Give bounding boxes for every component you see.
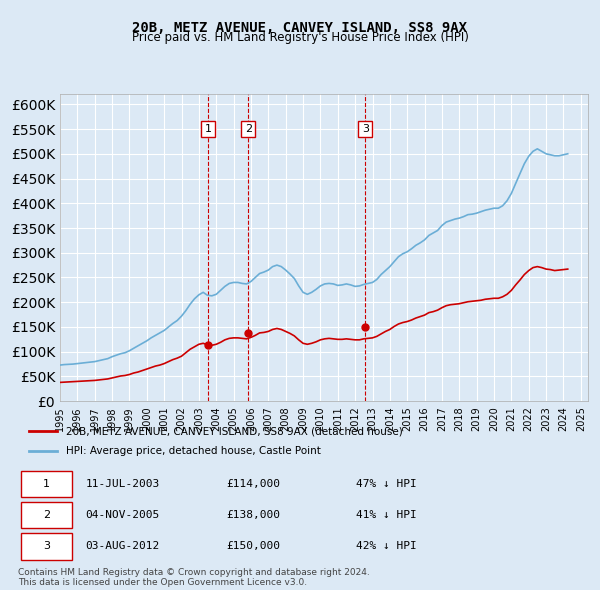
FancyBboxPatch shape bbox=[21, 471, 71, 497]
Text: 04-NOV-2005: 04-NOV-2005 bbox=[86, 510, 160, 520]
Text: 20B, METZ AVENUE, CANVEY ISLAND, SS8 9AX (detached house): 20B, METZ AVENUE, CANVEY ISLAND, SS8 9AX… bbox=[66, 427, 403, 436]
Text: £150,000: £150,000 bbox=[227, 541, 281, 551]
Text: £138,000: £138,000 bbox=[227, 510, 281, 520]
Text: 3: 3 bbox=[362, 124, 369, 134]
FancyBboxPatch shape bbox=[21, 502, 71, 529]
Text: HPI: Average price, detached house, Castle Point: HPI: Average price, detached house, Cast… bbox=[66, 446, 321, 455]
Text: 1: 1 bbox=[43, 478, 50, 489]
Text: 2: 2 bbox=[245, 124, 252, 134]
Text: £114,000: £114,000 bbox=[227, 478, 281, 489]
Text: 42% ↓ HPI: 42% ↓ HPI bbox=[356, 541, 417, 551]
Text: Price paid vs. HM Land Registry's House Price Index (HPI): Price paid vs. HM Land Registry's House … bbox=[131, 31, 469, 44]
Text: 2: 2 bbox=[43, 510, 50, 520]
Text: 47% ↓ HPI: 47% ↓ HPI bbox=[356, 478, 417, 489]
Text: 20B, METZ AVENUE, CANVEY ISLAND, SS8 9AX: 20B, METZ AVENUE, CANVEY ISLAND, SS8 9AX bbox=[133, 21, 467, 35]
Text: 03-AUG-2012: 03-AUG-2012 bbox=[86, 541, 160, 551]
Text: 3: 3 bbox=[43, 541, 50, 551]
Text: 11-JUL-2003: 11-JUL-2003 bbox=[86, 478, 160, 489]
FancyBboxPatch shape bbox=[21, 533, 71, 559]
Text: Contains HM Land Registry data © Crown copyright and database right 2024.
This d: Contains HM Land Registry data © Crown c… bbox=[18, 568, 370, 587]
Text: 1: 1 bbox=[205, 124, 211, 134]
Text: 41% ↓ HPI: 41% ↓ HPI bbox=[356, 510, 417, 520]
